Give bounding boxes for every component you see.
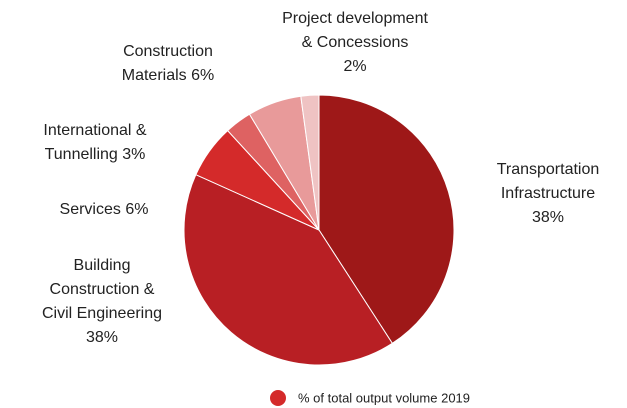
label-line: & Concessions (302, 34, 409, 51)
value-label: 6% (125, 201, 148, 218)
label-line: Construction & (50, 281, 155, 298)
value-label: 3% (122, 146, 145, 163)
label-line: Construction (123, 43, 213, 60)
label-line: Building (74, 257, 131, 274)
slice-label: International & Tunnelling 3% (43, 122, 147, 163)
slice-label: Project development & Concessions 2% (282, 10, 428, 75)
label-line: Infrastructure (501, 185, 595, 202)
value-label: 6% (191, 67, 214, 84)
label-line: Services (60, 201, 121, 218)
pie-slice (183, 174, 394, 366)
slice-label: Transportation Infrastructure 38% (497, 161, 600, 226)
value-label: 38% (86, 329, 118, 346)
label-line: Civil Engineering (42, 305, 162, 322)
legend-label: % of total output volume 2019 (298, 390, 470, 405)
slice-label: Building Construction & Civil Engineering 3… (42, 257, 162, 346)
label-line: Tunnelling (45, 146, 118, 163)
slice-label: Construction Materials 6% (122, 43, 214, 84)
label-line: International & (43, 122, 147, 139)
label-line: Project development (282, 10, 428, 27)
label-line: Materials (122, 67, 187, 84)
slice-label: Services 6% (60, 201, 149, 218)
legend-marker (270, 390, 286, 406)
value-label: 2% (343, 58, 366, 75)
value-label: 38% (532, 209, 564, 226)
label-line: Transportation (497, 161, 600, 178)
pie-slice (300, 94, 320, 231)
